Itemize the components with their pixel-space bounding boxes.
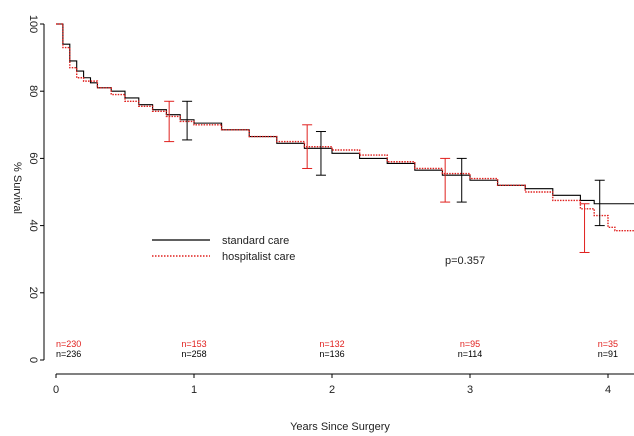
at-risk-label-standard-care: n=258 (181, 349, 206, 359)
axes: 0 1 2 3 4 0 20 40 60 80 100 (27, 15, 634, 396)
legend-label-hospitalist-care: hospitalist care (222, 251, 295, 263)
x-tick-label: 4 (605, 384, 611, 396)
y-axis-title: % Survival (11, 162, 23, 214)
standard-care-error-bar (594, 179, 605, 227)
y-ticks: 0 20 40 60 80 100 (27, 15, 44, 363)
p-value-annotation: p=0.357 (445, 255, 485, 267)
hospitalist-care-curve (56, 23, 634, 232)
x-tick-label: 3 (467, 384, 473, 396)
errorbar-layer (164, 100, 605, 253)
standard-care-error-bar (456, 157, 467, 203)
legend: standard care hospitalist care (152, 235, 295, 263)
at-risk-label-hospitalist-care: n=230 (56, 339, 81, 349)
y-tick-label: 20 (27, 287, 39, 299)
standard-care-curve (56, 23, 634, 205)
at-risk-label-hospitalist-care: n=35 (598, 339, 618, 349)
x-tick-label: 0 (53, 384, 59, 396)
x-axis-title: Years Since Surgery (290, 421, 390, 433)
at-risk-label-standard-care: n=91 (598, 349, 618, 359)
y-tick-label: 100 (27, 15, 39, 33)
at-risk-label-standard-care: n=236 (56, 349, 81, 359)
hospitalist-care-error-bar (579, 203, 590, 253)
hospitalist-care-error-bar (164, 100, 175, 143)
y-tick-label: 80 (27, 85, 39, 97)
at-risk-label-standard-care: n=114 (458, 349, 483, 359)
y-tick-label: 60 (27, 152, 39, 164)
standard-care-error-bar (182, 100, 193, 141)
at-risk-label-hospitalist-care: n=132 (319, 339, 344, 349)
y-tick-label: 0 (27, 357, 39, 363)
y-tick-label: 40 (27, 219, 39, 231)
legend-label-standard-care: standard care (222, 235, 289, 247)
hospitalist-care-error-bar (302, 124, 313, 169)
x-tick-label: 2 (329, 384, 335, 396)
hospitalist-care-error-bar (440, 157, 451, 203)
x-ticks: 0 1 2 3 4 (53, 374, 611, 396)
at-risk-label-hospitalist-care: n=95 (460, 339, 480, 349)
at-risk-label-hospitalist-care: n=153 (181, 339, 206, 349)
standard-care-error-bar (315, 131, 326, 176)
x-tick-label: 1 (191, 384, 197, 396)
at-risk-label-standard-care: n=136 (319, 349, 344, 359)
series-layer (56, 23, 634, 232)
